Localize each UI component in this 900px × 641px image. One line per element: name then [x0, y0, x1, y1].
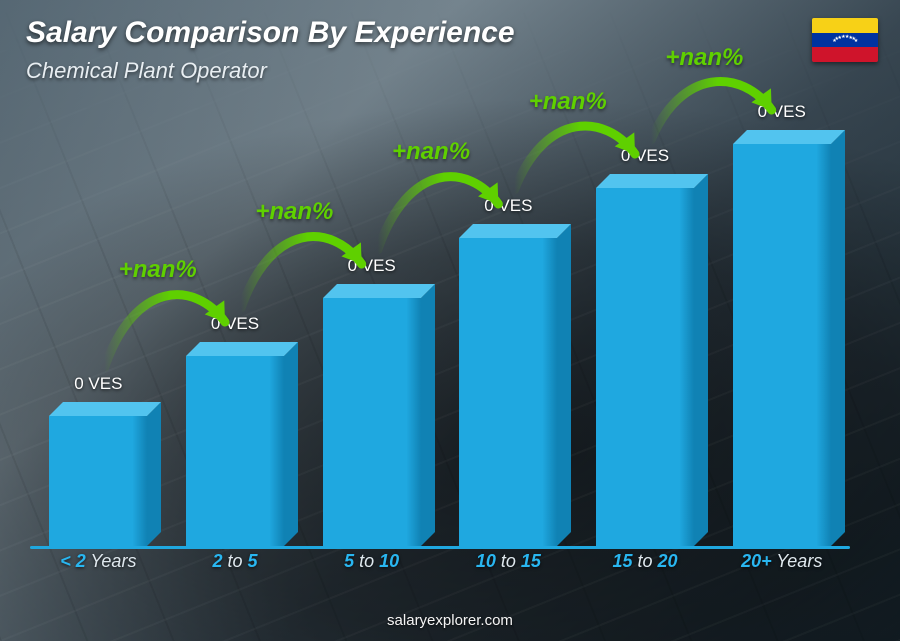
bar-front: [323, 298, 421, 546]
bar-side: [421, 284, 435, 546]
bar-value-label: 0 VES: [348, 256, 396, 276]
bar-top: [49, 402, 161, 416]
bar-slot: 0 VES: [577, 100, 714, 546]
bar-value-label: 0 VES: [484, 196, 532, 216]
bar-top: [323, 284, 435, 298]
bar-slot: 0 VES: [30, 100, 167, 546]
pct-increase-label: +nan%: [529, 88, 607, 116]
flag-stripe-red: [812, 47, 878, 62]
pct-increase-label: +nan%: [665, 44, 743, 72]
country-flag: ★★★★★★★★: [812, 18, 878, 62]
x-axis-label: 15 to 20: [577, 551, 714, 579]
bar-top: [186, 342, 298, 356]
bar-top: [459, 224, 571, 238]
bar-front: [49, 416, 147, 546]
bar-slot: 0 VES: [303, 100, 440, 546]
bar: 0 VES: [459, 238, 557, 546]
x-axis-label: 5 to 10: [303, 551, 440, 579]
bar: 0 VES: [186, 356, 284, 546]
bar-side: [831, 130, 845, 546]
bar-slot: 0 VES: [167, 100, 304, 546]
bar: 0 VES: [596, 188, 694, 546]
bar-front: [459, 238, 557, 546]
x-axis-labels: < 2 Years2 to 55 to 1010 to 1515 to 2020…: [30, 551, 850, 579]
x-axis-label: < 2 Years: [30, 551, 167, 579]
bar-top: [596, 174, 708, 188]
bar-value-label: 0 VES: [211, 314, 259, 334]
bar-side: [557, 224, 571, 546]
footer-credit: salaryexplorer.com: [0, 612, 900, 629]
bar-front: [186, 356, 284, 546]
bar-value-label: 0 VES: [758, 102, 806, 122]
pct-increase-label: +nan%: [255, 198, 333, 226]
bar-value-label: 0 VES: [621, 146, 669, 166]
bar-chart: 0 VES 0 VES 0 VES 0 VES 0 VES 0 VES +nan% +nan%…: [30, 100, 850, 579]
flag-star: ★: [854, 39, 858, 44]
bar-slot: 0 VES: [440, 100, 577, 546]
x-axis-label: 10 to 15: [440, 551, 577, 579]
x-axis-label: 2 to 5: [167, 551, 304, 579]
flag-stripe-yellow: [812, 18, 878, 33]
bar-side: [694, 174, 708, 546]
bar-slot: 0 VES: [713, 100, 850, 546]
bar: 0 VES: [733, 144, 831, 546]
bar-value-label: 0 VES: [74, 374, 122, 394]
bar-side: [284, 342, 298, 546]
bar-side: [147, 402, 161, 546]
bars-container: 0 VES 0 VES 0 VES 0 VES 0 VES 0 VES +nan% +nan%…: [30, 100, 850, 546]
bar-front: [733, 144, 831, 546]
bar: 0 VES: [323, 298, 421, 546]
chart-canvas: Salary Comparison By Experience Chemical…: [0, 0, 900, 641]
bar-front: [596, 188, 694, 546]
pct-increase-label: +nan%: [119, 256, 197, 284]
bar: 0 VES: [49, 416, 147, 546]
chart-baseline: [30, 546, 850, 549]
bar-top: [733, 130, 845, 144]
page-subtitle: Chemical Plant Operator: [26, 58, 267, 84]
page-title: Salary Comparison By Experience: [26, 16, 515, 50]
x-axis-label: 20+ Years: [713, 551, 850, 579]
pct-increase-label: +nan%: [392, 138, 470, 166]
